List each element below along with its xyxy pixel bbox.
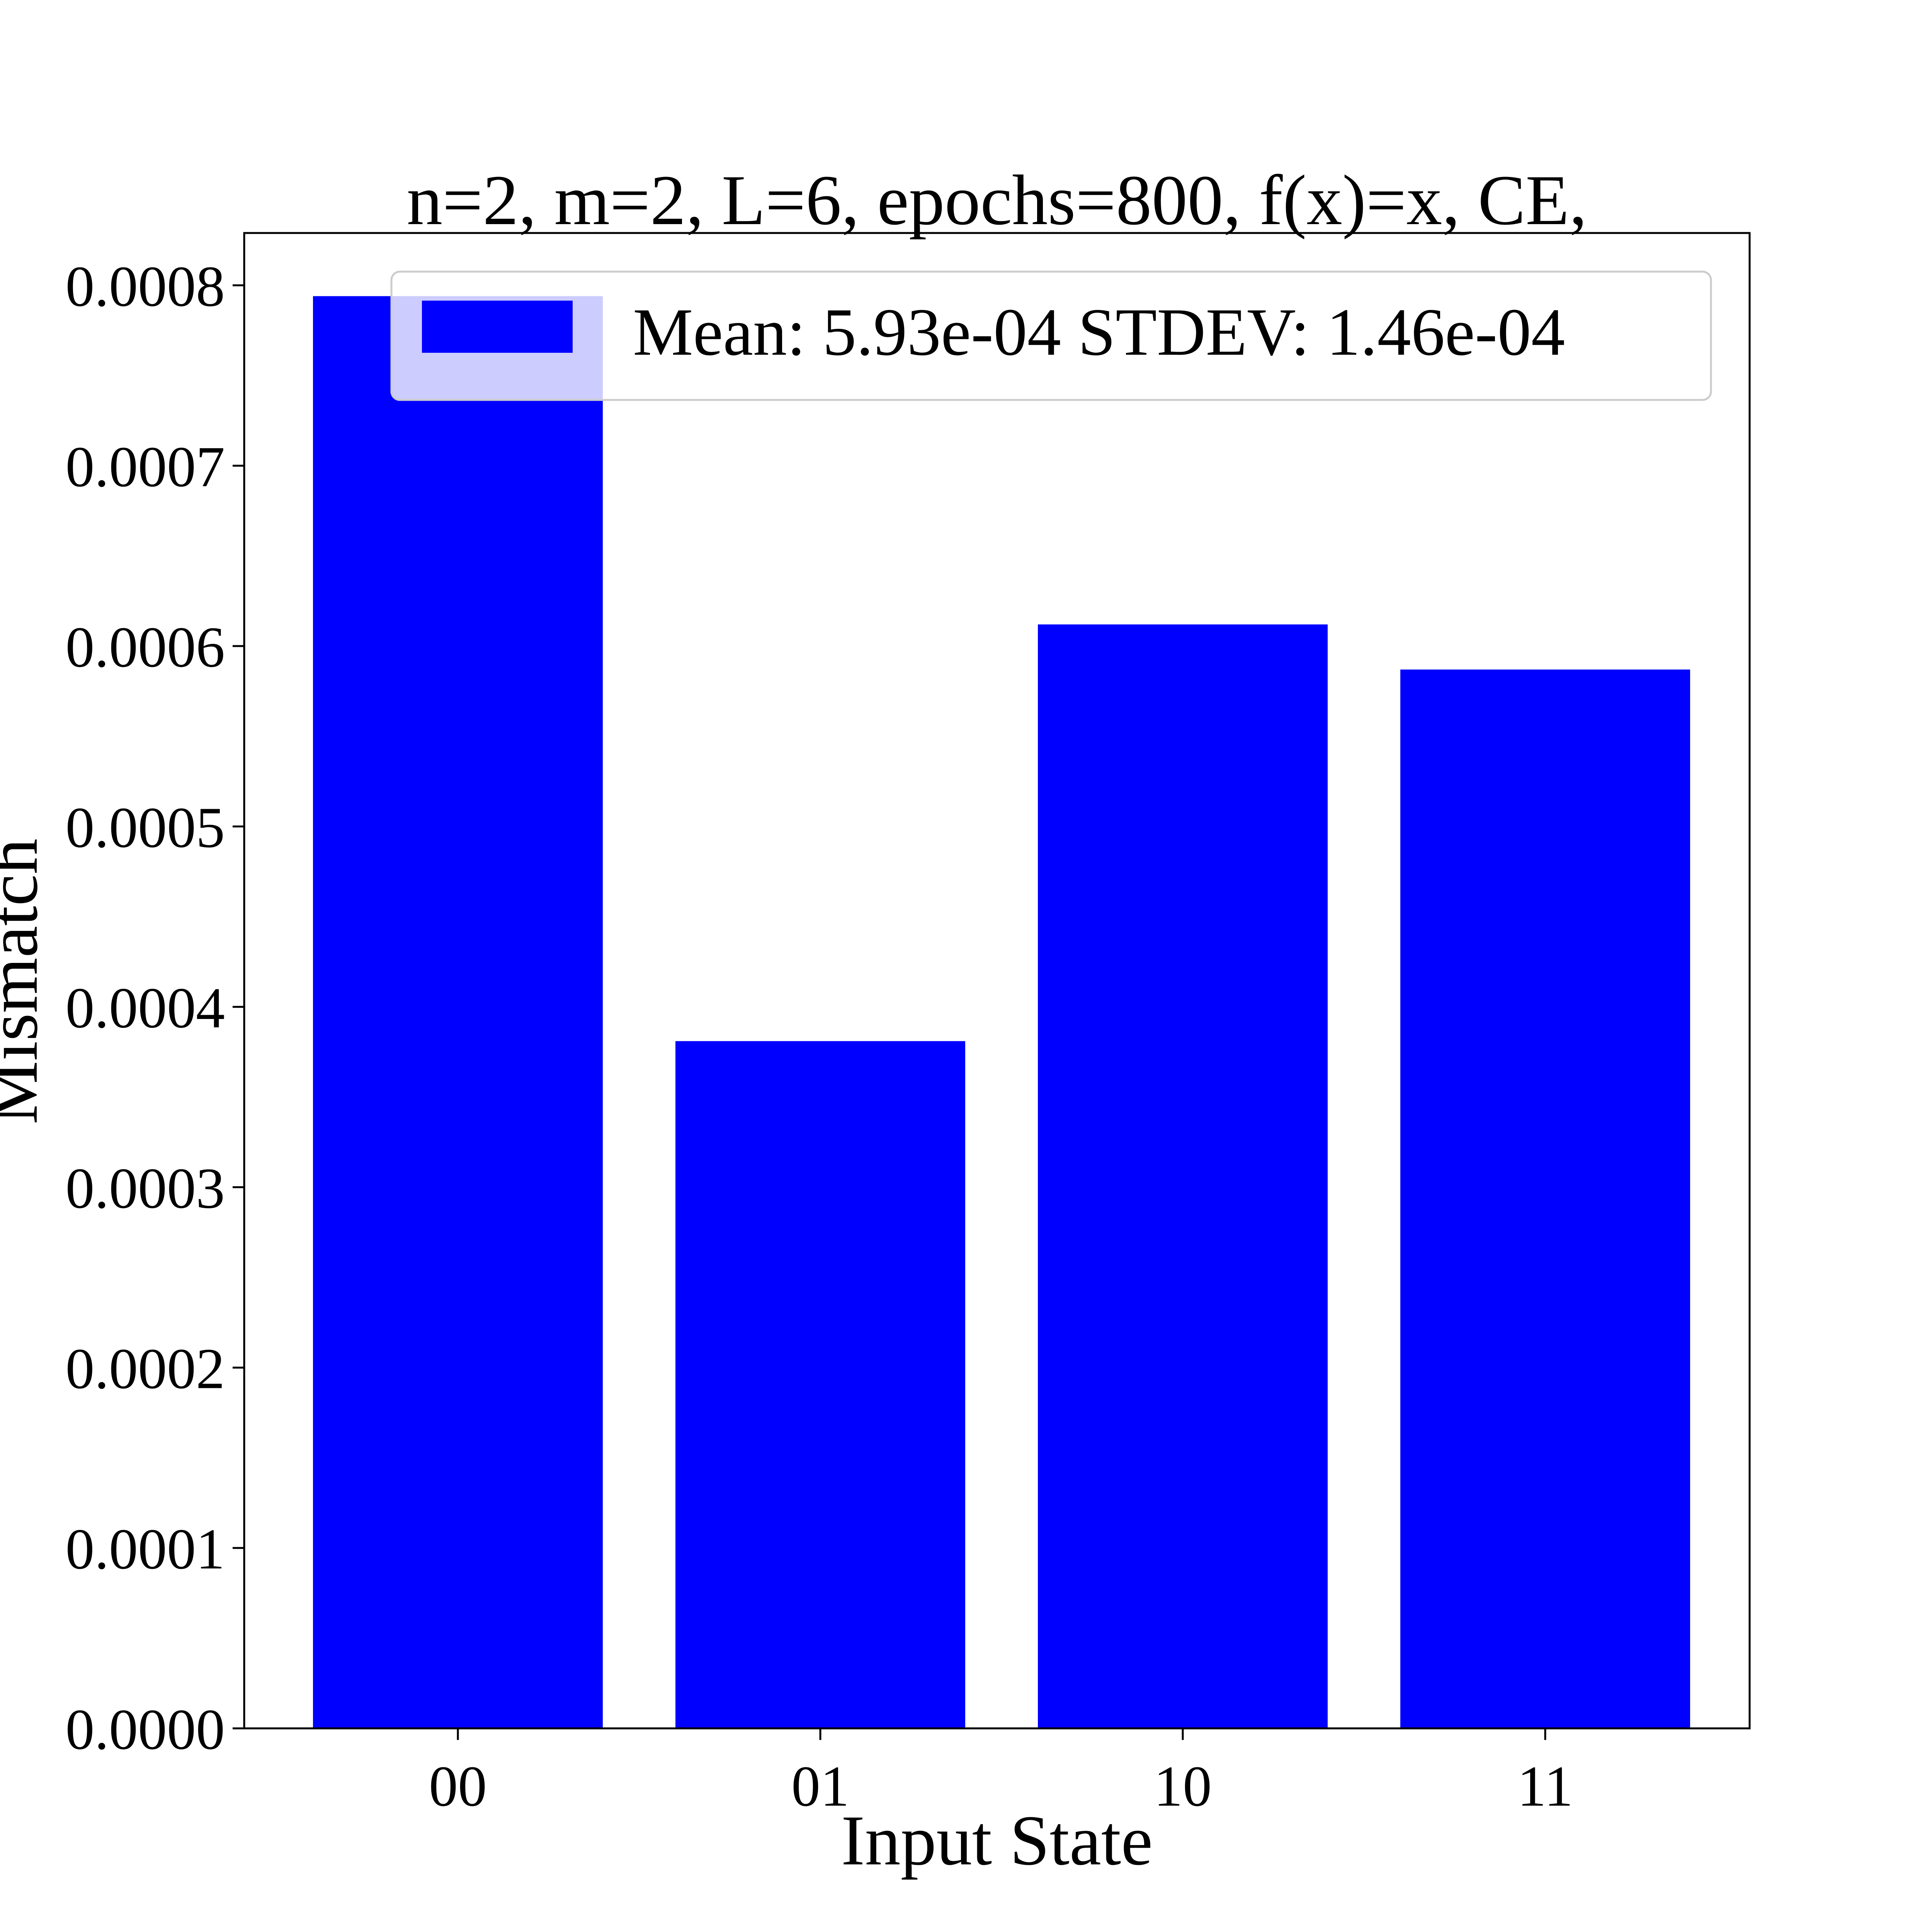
- bar-11: [1400, 669, 1690, 1728]
- y-tick-label: 0.0003: [66, 1156, 225, 1221]
- y-tick-label: 0.0007: [66, 435, 225, 499]
- x-tick-label: 01: [791, 1754, 849, 1818]
- x-tick-label: 10: [1154, 1754, 1212, 1818]
- legend-box: [390, 270, 1712, 401]
- y-axis-label: Mismatch: [0, 838, 53, 1124]
- y-tick-label: 0.0004: [66, 976, 225, 1040]
- chart-title: n=2, m=2, L=6, epochs=800, f(x)=x, CE,: [407, 161, 1587, 240]
- y-tick-label: 0.0005: [66, 796, 225, 860]
- y-tick-label: 0.0002: [66, 1337, 225, 1401]
- x-tick-label: 11: [1517, 1754, 1573, 1818]
- x-axis: 00 01 10 11: [429, 1728, 1573, 1818]
- y-tick-label: 0.0008: [66, 254, 225, 318]
- bars-group: [313, 296, 1690, 1728]
- x-axis-label: Input State: [841, 1801, 1153, 1880]
- legend: Mean: 5.93e-04 STDEV: 1.46e-04: [390, 270, 1712, 401]
- legend-swatch: [422, 301, 573, 353]
- y-tick-label: 0.0000: [66, 1697, 225, 1762]
- legend-label: Mean: 5.93e-04 STDEV: 1.46e-04: [633, 294, 1565, 369]
- x-tick-label: 00: [429, 1754, 487, 1818]
- y-tick-label: 0.0006: [66, 615, 225, 679]
- y-axis: 0.0000 0.0001 0.0002 0.0003 0.0004 0.0005 0.00…: [66, 254, 244, 1762]
- y-tick-label: 0.0001: [66, 1517, 225, 1581]
- bar-00: [313, 296, 603, 1728]
- plot-frame: [243, 232, 1751, 1730]
- bar-01: [675, 1041, 965, 1728]
- bar-10: [1038, 624, 1328, 1728]
